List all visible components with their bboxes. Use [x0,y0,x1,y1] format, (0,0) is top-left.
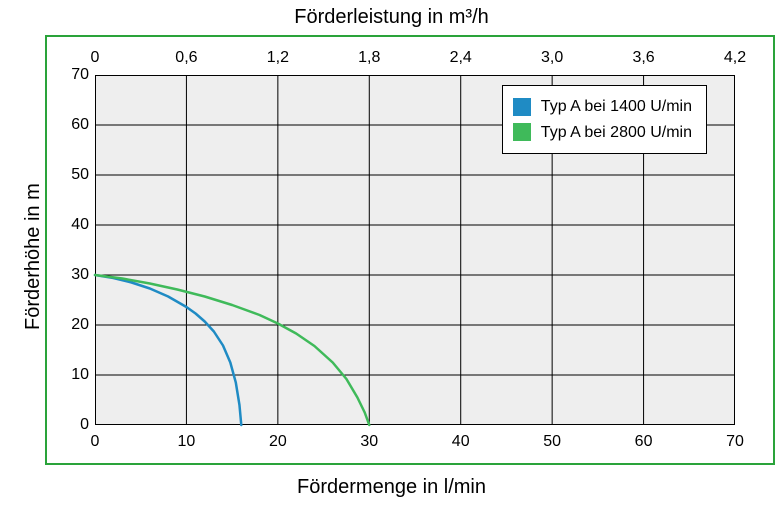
x-top-tick-label: 1,8 [358,49,380,67]
axis-title-bottom: Fördermenge in l/min [297,476,486,499]
legend-label: Typ A bei 2800 U/min [541,120,692,146]
x-bottom-tick-label: 0 [91,433,100,451]
x-top-tick-label: 0,6 [175,49,197,67]
x-top-tick-label: 0 [91,49,100,67]
x-top-tick-label: 4,2 [724,49,746,67]
x-top-tick-label: 2,4 [450,49,472,67]
x-top-tick-label: 3,6 [632,49,654,67]
series-curve [95,275,369,425]
series-curve [95,275,241,425]
y-left-tick-label: 20 [65,316,89,334]
x-bottom-tick-label: 30 [360,433,378,451]
y-left-tick-label: 70 [65,66,89,84]
y-left-tick-label: 50 [65,166,89,184]
x-bottom-tick-label: 50 [543,433,561,451]
y-left-tick-label: 40 [65,216,89,234]
legend-item: Typ A bei 2800 U/min [513,120,692,146]
legend-label: Typ A bei 1400 U/min [541,94,692,120]
x-top-tick-label: 3,0 [541,49,563,67]
y-left-tick-label: 0 [65,416,89,434]
x-bottom-tick-label: 10 [178,433,196,451]
legend-swatch [513,123,531,141]
legend-item: Typ A bei 1400 U/min [513,94,692,120]
y-left-tick-label: 60 [65,116,89,134]
x-bottom-tick-label: 60 [635,433,653,451]
x-bottom-tick-label: 40 [452,433,470,451]
y-left-tick-label: 10 [65,366,89,384]
x-top-tick-label: 1,2 [267,49,289,67]
y-left-tick-label: 30 [65,266,89,284]
axis-title-left: Förderhöhe in m [22,183,45,330]
x-bottom-tick-label: 20 [269,433,287,451]
axis-title-top: Förderleistung in m³/h [294,6,489,29]
legend-swatch [513,98,531,116]
legend: Typ A bei 1400 U/minTyp A bei 2800 U/min [502,85,707,154]
x-bottom-tick-label: 70 [726,433,744,451]
